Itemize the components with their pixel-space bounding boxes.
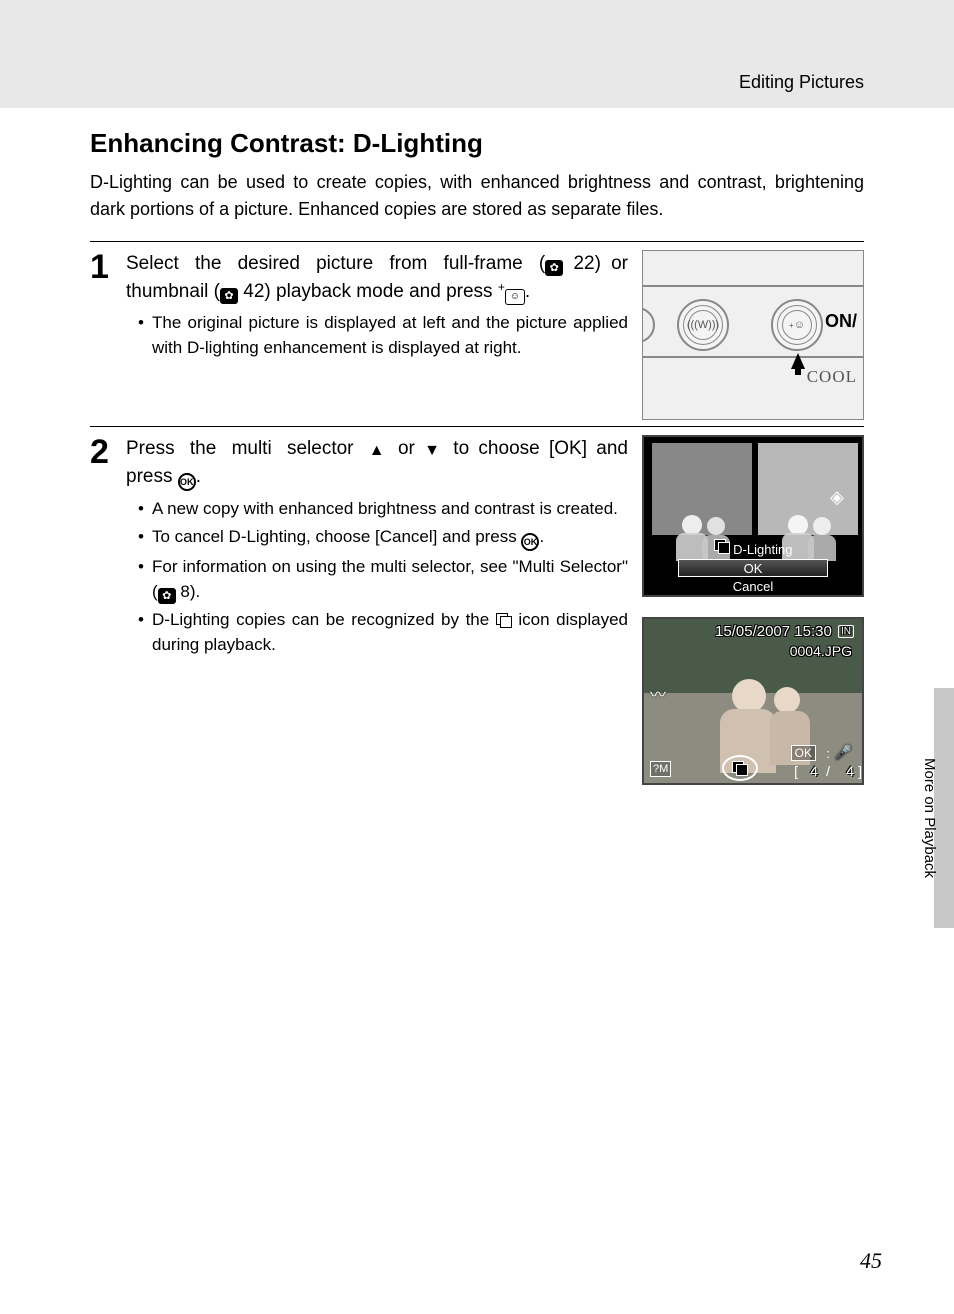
lcd-playback-screen: 15/05/2007 15:30 IN 0004.JPG 〰 ?M OK : 🎤… (642, 617, 864, 785)
step-2: 2 Press the multi selector ▲ or ▼ to cho… (90, 435, 864, 785)
step-2-bullet-1: A new copy with enhanced brightness and … (138, 497, 628, 522)
vr-wave-icon: 〰 (650, 681, 666, 705)
step-2-bullet-2b: . (539, 527, 544, 546)
step-1: 1 Select the desired picture from full-f… (90, 250, 864, 420)
internal-memory-icon: IN (838, 625, 854, 638)
ok-button-icon: OK (178, 473, 196, 491)
step-1-heading-post1: ) playback mode and press (264, 281, 497, 302)
step-2-heading-a: Press the multi selector (126, 438, 369, 459)
triangle-up-icon: ▲ (369, 442, 389, 459)
step-2-bullet-2: To cancel D-Lighting, choose [Cancel] an… (138, 525, 628, 551)
colon-separator: : (826, 746, 830, 761)
step-2-bullet-3a: For information on using the multi selec… (152, 557, 628, 601)
step-1-ref-22: 22 (573, 253, 594, 274)
playback-counter-total: 4 (846, 763, 854, 779)
bracket-left: [ (794, 763, 798, 779)
step-1-ref-42: 42 (243, 281, 264, 302)
bracket-right: ] (858, 763, 862, 779)
triangle-down-icon: ▼ (424, 442, 444, 459)
page-title: Enhancing Contrast: D-Lighting (90, 128, 864, 159)
section-tab: More on Playback (921, 758, 938, 878)
book-ref-icon: ✿ (545, 260, 563, 276)
coolpix-label: COOL (807, 367, 857, 387)
ok-button-icon: OK (521, 533, 539, 551)
dlight-button-icon: ☺ (505, 289, 525, 305)
step-2-bullet-3b: ). (190, 582, 200, 601)
step-2-bullet-2a: To cancel D-Lighting, choose [Cancel] an… (152, 527, 521, 546)
page-number: 45 (860, 1248, 882, 1274)
step-2-ref-8: 8 (180, 582, 189, 601)
step-1-heading: Select the desired picture from full-fra… (126, 250, 628, 305)
camera-top-illustration: (((W))) +☺ ON/ COOL (642, 250, 864, 420)
lcd-dlighting-preview: ◈ D-Lighting OK Cancel (642, 435, 864, 597)
step-2-heading: Press the multi selector ▲ or ▼ to choos… (126, 435, 628, 491)
section-tab-label: More on Playback (921, 758, 938, 878)
step-2-bullet-4a: D-Lighting copies can be recognized by t… (152, 610, 496, 629)
header-banner: Editing Pictures (0, 0, 954, 108)
anti-shake-button-icon: (((W))) (677, 299, 729, 351)
step-2-heading-d: . (196, 466, 201, 487)
step-1-heading-post2: . (525, 281, 530, 302)
counter-slash: / (826, 763, 830, 779)
divider (90, 241, 864, 242)
voice-memo-icon: 🎤 (835, 744, 852, 761)
playback-filename: 0004.JPG (790, 643, 852, 659)
diamond-indicator-icon: ◈ (830, 487, 844, 508)
step-1-bullet-1: The original picture is displayed at lef… (138, 311, 628, 360)
book-ref-icon: ✿ (220, 288, 238, 304)
step-1-number: 1 (90, 250, 126, 420)
playback-ok-badge: OK (791, 745, 816, 761)
dlight-camera-button-icon: +☺ (771, 299, 823, 351)
plus-superscript-icon: + (498, 280, 505, 294)
step-2-bullet-4: D-Lighting copies can be recognized by t… (138, 608, 628, 657)
playback-counter-current: 4 (810, 763, 818, 779)
step-2-number: 2 (90, 435, 126, 785)
dlighting-label: D-Lighting (644, 539, 862, 557)
playback-timestamp: 15/05/2007 15:30 (715, 623, 832, 640)
step-1-heading-pre: Select the desired picture from full-fra… (126, 253, 545, 274)
anti-shake-glyph: (((W))) (688, 310, 718, 340)
step-2-heading-b: or (389, 438, 424, 459)
dlight-indicator-icon (722, 755, 758, 781)
image-size-icon: ?M (650, 761, 671, 777)
lcd-ok-option[interactable]: OK (678, 559, 828, 577)
dlighting-label-text: D-Lighting (733, 542, 792, 557)
dlight-glyph: ☺ (794, 319, 805, 331)
book-ref-icon: ✿ (158, 588, 176, 604)
on-off-label: ON/ (825, 311, 857, 332)
lcd-cancel-option[interactable]: Cancel (678, 579, 828, 595)
breadcrumb: Editing Pictures (739, 72, 864, 93)
divider (90, 426, 864, 427)
dlight-copy-icon (496, 613, 512, 627)
intro-paragraph: D-Lighting can be used to create copies,… (90, 169, 864, 223)
step-2-bullet-3: For information on using the multi selec… (138, 555, 628, 604)
